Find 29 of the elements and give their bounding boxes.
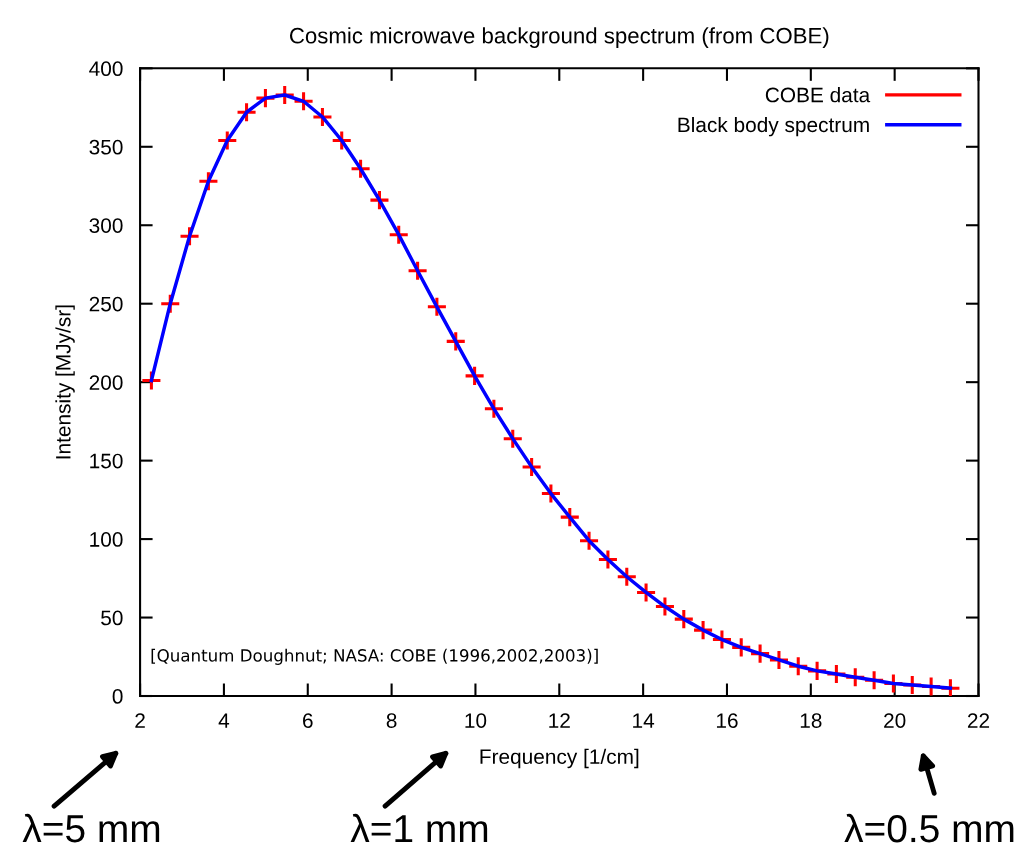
text: λ=1 mm [350,813,488,843]
chart-title: Cosmic microwave background spectrum (from COBE) [289,27,829,48]
x-tick-label: 10 [465,713,487,728]
x-tick-label: 14 [633,713,655,728]
annotation: [Quantum Doughnut; NASA: COBE (1996,2002,2003)] [151,648,598,665]
y-axis-title: Intensity [MJy/sr] [55,305,75,459]
y-tick-label: 300 [89,218,123,233]
x-tick-label: 22 [967,713,990,728]
x-tick-label: 2 [135,713,145,728]
y-tick-label: 150 [90,453,123,469]
y-tick-label: 200 [89,375,123,390]
x-tick-label: 6 [303,713,313,728]
legend-label: COBE data [765,87,871,103]
x-tick-label: 4 [218,713,230,728]
text: λ=0.5 mm [844,813,1014,843]
y-tick-label: 250 [89,296,123,312]
x-tick-label: 18 [800,713,822,728]
x-tick-label: 12 [549,713,570,728]
y-tick-label: 0 [112,689,123,704]
x-tick-label: 16 [716,713,738,728]
x-axis-title: Frequency [1/cm] [480,748,639,769]
text: λ=5 mm [22,813,160,843]
y-tick-label: 50 [101,610,123,626]
legend-label: Black body spectrum [678,116,869,137]
x-tick-label: 8 [386,713,397,728]
y-tick-label: 100 [90,532,123,547]
x-tick-label: 20 [884,713,906,728]
y-tick-label: 350 [89,139,123,155]
y-tick-label: 400 [89,61,123,77]
